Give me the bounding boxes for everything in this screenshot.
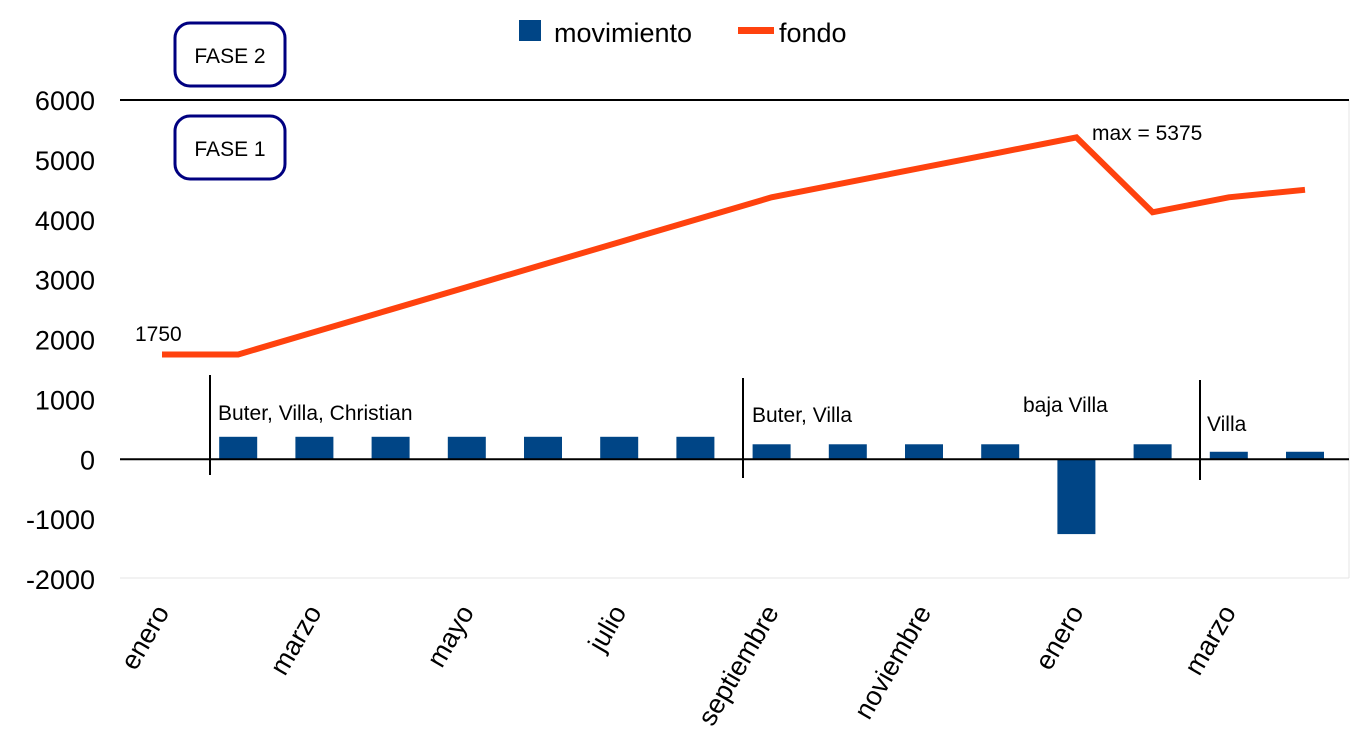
bar-movimiento bbox=[524, 436, 562, 460]
legend-label-movimiento: movimiento bbox=[554, 18, 692, 48]
group-label-3: baja Villa bbox=[1023, 394, 1108, 417]
y-tick-label: -1000 bbox=[26, 505, 95, 535]
bar-movimiento bbox=[447, 436, 486, 460]
y-axis-ticks: 6000 5000 4000 3000 2000 1000 0 -1000 -2000 bbox=[26, 86, 95, 595]
max-label: max = 5375 bbox=[1092, 122, 1202, 145]
fase-2-box bbox=[173, 21, 287, 88]
group-label-2: Buter, Villa bbox=[752, 404, 852, 427]
y-tick-label: 4000 bbox=[35, 206, 95, 236]
y-tick-label: -2000 bbox=[26, 565, 95, 595]
bar-movimiento bbox=[752, 444, 791, 460]
bar-movimiento bbox=[828, 444, 867, 460]
bar-movimiento bbox=[295, 436, 334, 460]
x-tick-label: julio bbox=[582, 600, 632, 657]
fase-2-label: FASE 2 bbox=[194, 45, 265, 68]
x-tick-label: mayo bbox=[421, 600, 480, 672]
bar-movimiento bbox=[1209, 451, 1248, 460]
x-tick-label: marzo bbox=[1179, 600, 1242, 680]
bar-movimiento bbox=[1286, 451, 1324, 460]
y-tick-label: 2000 bbox=[35, 326, 95, 356]
legend-label-fondo: fondo bbox=[779, 18, 847, 48]
y-tick-label: 5000 bbox=[35, 146, 95, 176]
fondo-line bbox=[162, 134, 1306, 358]
legend-swatch-movimiento bbox=[519, 20, 541, 41]
x-tick-label: noviembre bbox=[848, 600, 937, 724]
fase-1-box bbox=[173, 114, 287, 181]
x-tick-label: marzo bbox=[264, 600, 327, 680]
bar-movimiento bbox=[1133, 444, 1172, 460]
start-value-label: 1750 bbox=[135, 323, 182, 346]
y-tick-label: 6000 bbox=[35, 86, 95, 116]
legend-swatch-fondo bbox=[738, 27, 774, 34]
bar-movimiento bbox=[600, 436, 639, 460]
legend: movimiento fondo bbox=[519, 18, 847, 48]
group-label-4: Villa bbox=[1207, 413, 1247, 436]
bar-movimiento bbox=[981, 444, 1020, 460]
bar-movimiento bbox=[676, 436, 715, 460]
y-tick-label: 1000 bbox=[35, 385, 95, 415]
plot-area bbox=[120, 100, 1350, 578]
x-tick-label: enero bbox=[115, 600, 176, 675]
bar-series bbox=[219, 436, 1324, 535]
x-tick-label: septiembre bbox=[692, 600, 785, 731]
group-label-1: Buter, Villa, Christian bbox=[218, 402, 413, 425]
bar-movimiento bbox=[371, 436, 410, 460]
bar-movimiento bbox=[219, 436, 258, 460]
y-tick-label: 3000 bbox=[35, 266, 95, 296]
bar-movimiento bbox=[1057, 459, 1096, 535]
bar-movimiento bbox=[905, 444, 943, 460]
fase-1-label: FASE 1 bbox=[194, 138, 265, 161]
x-axis-ticks: enero marzo mayo julio septiembre noviembre en… bbox=[115, 600, 1242, 731]
y-tick-label: 0 bbox=[80, 445, 95, 475]
x-tick-label: enero bbox=[1029, 600, 1090, 675]
